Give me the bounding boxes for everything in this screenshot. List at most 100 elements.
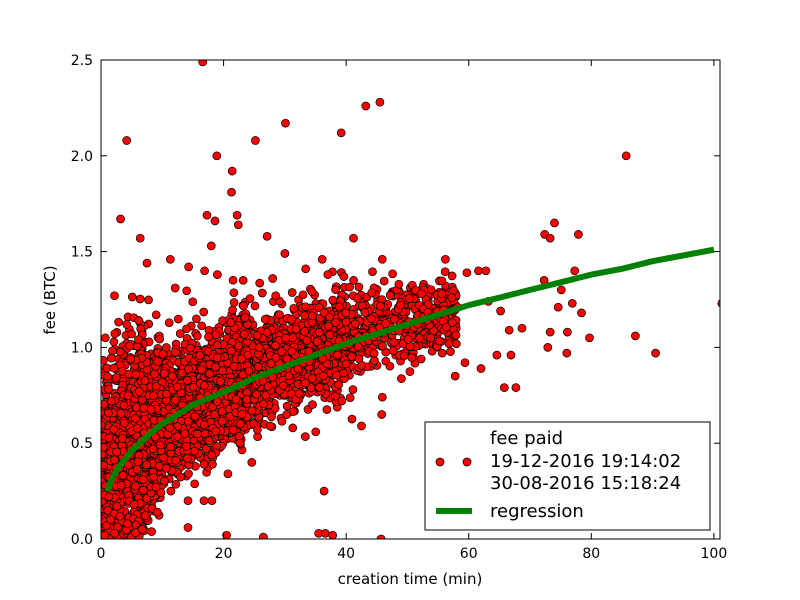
- data-point: [345, 393, 355, 403]
- data-point: [204, 436, 214, 446]
- data-point: [199, 420, 209, 430]
- data-point: [148, 444, 158, 454]
- data-point: [103, 372, 112, 381]
- data-point: [140, 511, 150, 520]
- data-point: [257, 288, 267, 298]
- data-point: [109, 337, 119, 347]
- data-point: [282, 410, 292, 419]
- data-point: [347, 414, 357, 424]
- data-point: [308, 374, 317, 383]
- data-point: [118, 366, 127, 376]
- data-point: [399, 351, 409, 361]
- data-point: [452, 339, 461, 349]
- data-point: [260, 314, 270, 324]
- data-point: [245, 294, 255, 303]
- data-point: [345, 282, 354, 292]
- data-point: [149, 391, 158, 401]
- data-point: [277, 347, 286, 356]
- data-point: [437, 348, 447, 358]
- data-point: [147, 527, 156, 536]
- data-point: [253, 425, 262, 435]
- data-point: [288, 333, 298, 343]
- data-point: [397, 374, 406, 383]
- data-point: [229, 288, 239, 298]
- data-point: [322, 405, 332, 414]
- data-point: [267, 412, 276, 422]
- data-point: [282, 401, 292, 411]
- data-point: [103, 408, 113, 418]
- data-point: [228, 275, 238, 285]
- data-point: [266, 359, 276, 368]
- data-point: [307, 311, 317, 321]
- data-point: [302, 336, 312, 345]
- data-point: [277, 416, 287, 426]
- data-point: [193, 429, 202, 439]
- data-point: [199, 307, 209, 317]
- data-point: [367, 314, 376, 324]
- data-point: [226, 318, 236, 327]
- data-point: [403, 334, 413, 344]
- data-point: [385, 361, 395, 371]
- data-point: [182, 324, 191, 334]
- data-point: [271, 341, 280, 350]
- data-point: [378, 341, 387, 351]
- data-point: [197, 321, 207, 331]
- data-point: [444, 339, 454, 349]
- data-point: [144, 295, 153, 305]
- data-point: [182, 286, 192, 296]
- data-point: [155, 334, 164, 344]
- data-point: [109, 424, 119, 434]
- data-point: [404, 294, 414, 304]
- data-point: [183, 416, 193, 426]
- data-point: [192, 314, 201, 324]
- data-point: [175, 329, 185, 338]
- data-point: [416, 354, 426, 364]
- data-point: [300, 311, 310, 321]
- data-point: [236, 419, 245, 429]
- data-point: [176, 472, 185, 482]
- scatter-points: [101, 60, 720, 539]
- data-point: [131, 403, 141, 413]
- data-point: [139, 485, 148, 495]
- data-point: [353, 342, 363, 352]
- data-point: [104, 384, 113, 394]
- data-point: [333, 350, 342, 360]
- data-point: [360, 308, 370, 317]
- data-point: [190, 446, 199, 456]
- data-point: [331, 318, 341, 327]
- data-point: [101, 450, 107, 459]
- data-point: [319, 371, 328, 381]
- data-point: [388, 346, 398, 356]
- data-point: [197, 365, 206, 375]
- data-point: [325, 330, 335, 340]
- data-point: [388, 269, 397, 279]
- data-point: [289, 303, 299, 313]
- data-point: [240, 313, 250, 322]
- data-point: [228, 305, 237, 315]
- data-point: [183, 376, 192, 385]
- data-point: [119, 418, 129, 428]
- data-point: [437, 276, 447, 286]
- data-point: [328, 295, 338, 305]
- data-point: [287, 288, 297, 297]
- data-point: [379, 276, 389, 286]
- data-point: [217, 416, 227, 426]
- data-point: [168, 372, 177, 381]
- data-point: [301, 302, 310, 312]
- data-point: [407, 353, 417, 362]
- data-point: [252, 331, 262, 340]
- data-point: [125, 341, 134, 351]
- data-point: [140, 376, 150, 386]
- data-point: [188, 297, 198, 307]
- data-point: [173, 314, 183, 324]
- data-point: [204, 332, 213, 342]
- data-point: [300, 432, 310, 441]
- data-point: [385, 291, 395, 300]
- data-point: [341, 317, 351, 327]
- data-point: [440, 267, 450, 277]
- data-point: [116, 409, 126, 418]
- data-point: [156, 488, 166, 497]
- data-point: [370, 356, 379, 365]
- data-point: [247, 406, 257, 416]
